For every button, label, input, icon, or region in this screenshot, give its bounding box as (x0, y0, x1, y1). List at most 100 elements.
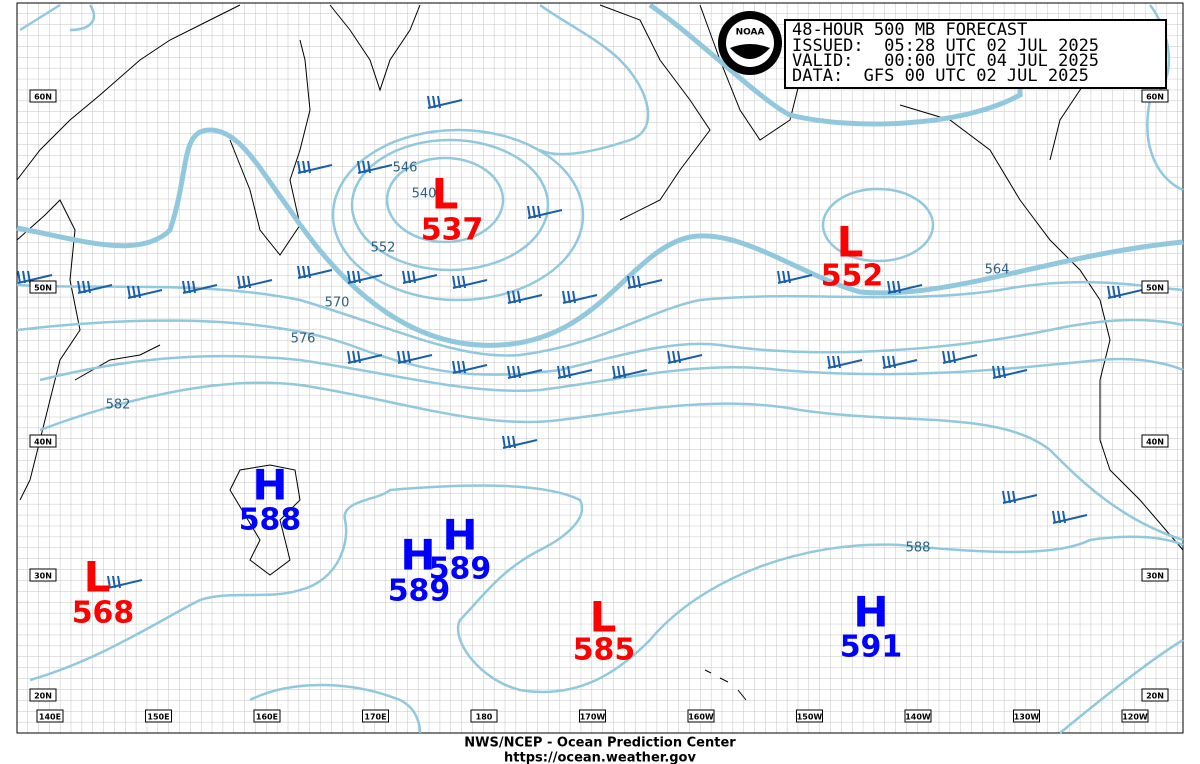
barb-flag (407, 350, 411, 364)
barb-flag (457, 360, 461, 374)
center-letter: L (432, 170, 459, 219)
header-line: 48-HOUR 500 MB FORECAST (792, 20, 1027, 40)
barb-shaft (562, 294, 598, 304)
wind-barb (612, 365, 648, 379)
label-box (904, 709, 932, 723)
wind-barb (237, 275, 273, 289)
barb-flag (82, 280, 86, 294)
barb-flag (132, 285, 136, 299)
barb-shaft (507, 294, 543, 304)
lat-lon-labels: 60N 60N 50N 50N 40N 40N 30N 30N 20N 20N 140E 150E 16… (29, 89, 1169, 723)
barb-shaft (427, 99, 463, 109)
barb-shaft (397, 354, 433, 364)
header-frame (784, 19, 1167, 89)
barb-flag (637, 275, 641, 289)
coord-label: 50N (34, 284, 52, 293)
logo-inner (726, 19, 774, 67)
logo-bird (730, 44, 770, 59)
center-value: 591 (840, 630, 903, 665)
header-line: ISSUED: 05:28 UTC 02 JUL 2025 (792, 36, 1099, 56)
barb-flag (527, 205, 531, 219)
barb-flag (1002, 365, 1006, 379)
coord-label: 40N (1146, 438, 1164, 447)
barb-flag (507, 290, 511, 304)
wind-barb (347, 350, 383, 364)
coord-label: 140E (39, 713, 61, 722)
barb-flag (897, 280, 901, 294)
barb-flag (17, 270, 21, 284)
barb-flag (562, 290, 566, 304)
barb-shaft (667, 354, 703, 364)
barb-flag (357, 270, 361, 284)
wind-barb (1002, 490, 1038, 504)
center-value: 568 (72, 596, 135, 631)
wind-barb (107, 575, 143, 589)
barb-shaft (887, 284, 923, 294)
barb-flag (1007, 490, 1011, 504)
center-letter: L (84, 553, 111, 602)
barb-flag (77, 280, 81, 294)
barb-flag (302, 265, 306, 279)
center-value: 588 (239, 503, 302, 538)
barb-flag (357, 350, 361, 364)
wind-barb (77, 280, 113, 294)
barb-shaft (557, 369, 593, 379)
barb-shaft (347, 354, 383, 364)
barb-flag (567, 365, 571, 379)
barb-flag (1012, 490, 1016, 504)
wind-barb (502, 435, 538, 449)
wind-barb (942, 350, 978, 364)
barb-flag (187, 280, 191, 294)
barb-shaft (627, 279, 663, 289)
barb-flag (502, 435, 506, 449)
label-box (29, 89, 57, 103)
barb-flag (892, 355, 896, 369)
center-value: 537 (421, 213, 484, 248)
barb-shaft (507, 369, 543, 379)
barb-flag (517, 290, 521, 304)
barb-flag (617, 365, 621, 379)
barb-shaft (527, 209, 563, 219)
barb-flag (672, 350, 676, 364)
label-box (796, 709, 823, 723)
barb-flag (777, 270, 781, 284)
barb-flag (112, 575, 116, 589)
coord-label: 20N (34, 692, 52, 701)
barb-flag (507, 435, 511, 449)
barb-flag (1052, 510, 1056, 524)
coord-label: 60N (34, 93, 52, 102)
barb-flag (192, 280, 196, 294)
wind-barb (452, 360, 488, 374)
barb-shaft (612, 369, 648, 379)
center-value: 589 (429, 552, 492, 587)
barb-flag (827, 355, 831, 369)
coord-label: 170E (364, 713, 386, 722)
barb-flag (362, 160, 366, 174)
barb-flag (297, 160, 301, 174)
contour-label: 570 (325, 296, 350, 311)
label-box (29, 434, 57, 448)
barb-flag (452, 360, 456, 374)
barb-flag (402, 270, 406, 284)
label-box (1141, 280, 1169, 294)
barb-flag (347, 350, 351, 364)
barb-shaft (357, 164, 393, 174)
barb-flag (352, 350, 356, 364)
barb-flag (357, 160, 361, 174)
barb-flag (612, 365, 616, 379)
barb-flag (997, 365, 1001, 379)
barb-flag (237, 275, 241, 289)
barb-flag (1107, 285, 1111, 299)
barb-shaft (347, 274, 383, 284)
barb-flag (992, 365, 996, 379)
coord-label: 150E (147, 713, 169, 722)
barb-flag (562, 365, 566, 379)
wind-barb (427, 95, 463, 109)
barb-flag (837, 355, 841, 369)
label-box (29, 568, 57, 582)
coord-label: 40N (34, 438, 52, 447)
label-box (687, 709, 715, 723)
barb-flag (537, 205, 541, 219)
wind-barb (182, 280, 218, 294)
coord-label: 170W (580, 713, 606, 722)
